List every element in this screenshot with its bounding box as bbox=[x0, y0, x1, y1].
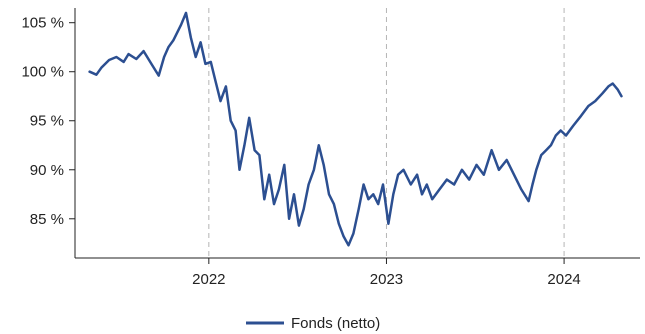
series-line-fonds-netto bbox=[88, 11, 623, 247]
series-layer bbox=[88, 11, 623, 247]
y-tick-label: 95 % bbox=[30, 113, 64, 130]
gridlines bbox=[208, 8, 565, 258]
legend: Fonds (netto) bbox=[246, 315, 380, 332]
legend-label-fonds-netto: Fonds (netto) bbox=[291, 315, 380, 332]
y-tick-label: 100 % bbox=[21, 64, 64, 81]
y-tick-label: 85 % bbox=[30, 211, 64, 228]
x-tick-label: 2022 bbox=[192, 271, 225, 288]
y-tick-label: 90 % bbox=[30, 162, 64, 179]
x-tick-label: 2024 bbox=[547, 271, 580, 288]
x-axis-ticks: 2022 2023 2024 bbox=[192, 258, 581, 288]
y-tick-label: 105 % bbox=[21, 15, 64, 32]
x-tick-label: 2023 bbox=[370, 271, 403, 288]
y-axis-ticks: 85 % 90 % 95 % 100 % 105 % bbox=[21, 15, 75, 228]
